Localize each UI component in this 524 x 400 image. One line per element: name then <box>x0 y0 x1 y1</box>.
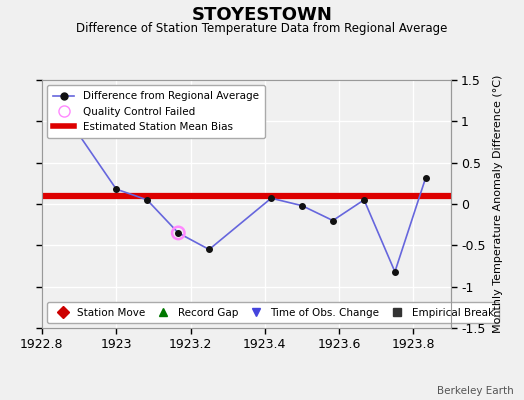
Legend: Station Move, Record Gap, Time of Obs. Change, Empirical Break: Station Move, Record Gap, Time of Obs. C… <box>47 302 499 323</box>
Text: Difference of Station Temperature Data from Regional Average: Difference of Station Temperature Data f… <box>77 22 447 35</box>
Y-axis label: Monthly Temperature Anomaly Difference (°C): Monthly Temperature Anomaly Difference (… <box>493 75 503 333</box>
Text: STOYESTOWN: STOYESTOWN <box>192 6 332 24</box>
Text: Berkeley Earth: Berkeley Earth <box>437 386 514 396</box>
Point <box>174 230 182 236</box>
